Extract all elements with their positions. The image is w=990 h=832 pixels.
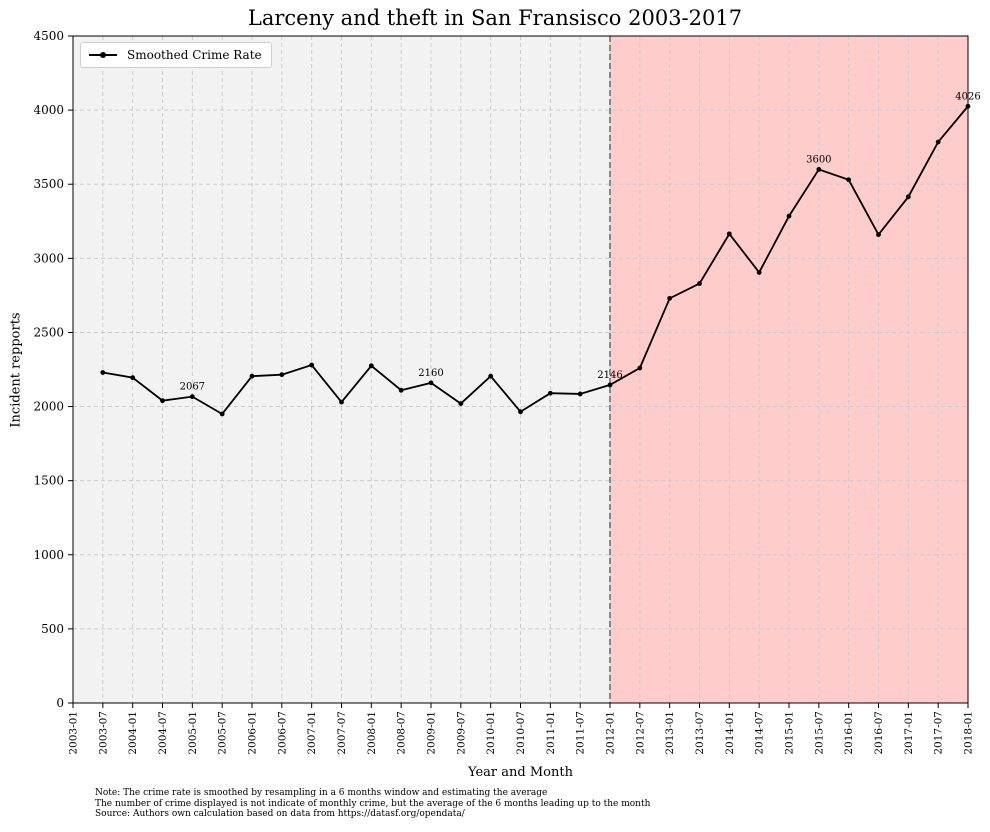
x-tick-label: 2008-07 [396,711,408,755]
y-tick-label: 2500 [33,325,64,339]
data-point [935,139,941,145]
x-tick-label: 2016-01 [843,711,855,755]
x-tick-label: 2018-01 [963,711,975,755]
data-point [160,398,165,404]
x-tick-label: 2003-07 [97,711,109,755]
data-point [756,270,762,275]
data-point [398,387,404,393]
data-point [577,391,583,397]
data-point [876,232,881,238]
data-point [637,365,643,371]
x-tick-label: 2003-01 [68,711,80,755]
y-axis-label: Incident repports [8,312,24,428]
x-tick-label: 2007-07 [336,711,348,755]
x-tick-label: 2011-01 [545,711,557,755]
legend: Smoothed Crime Rate [80,42,272,68]
data-point [428,380,434,386]
y-tick-label: 500 [41,622,64,636]
data-point [130,375,136,381]
y-tick-label: 4500 [33,29,64,43]
note-line: The number of crime displayed is not ind… [95,798,651,809]
x-tick-label: 2009-07 [455,711,467,755]
source-line: Source: Authors own calculation based on… [95,809,465,819]
x-tick-label: 2015-01 [784,711,796,755]
legend-line-marker [89,52,117,58]
x-tick-label: 2006-07 [276,711,288,755]
data-point [607,382,613,388]
y-tick-label: 0 [56,696,64,710]
data-point [339,399,344,405]
x-tick-label: 2005-07 [217,711,229,755]
x-tick-label: 2009-01 [426,711,438,755]
y-tick-label: 1500 [33,474,64,488]
x-tick-label: 2005-01 [187,711,199,755]
data-point [458,401,464,406]
x-tick-label: 2013-07 [694,711,706,755]
y-tick-label: 4000 [33,103,64,117]
x-tick-label: 2008-01 [366,711,378,755]
annotation-label: 2146 [597,370,622,381]
data-point [189,394,195,400]
x-tick-label: 2006-01 [247,711,259,755]
data-point [726,231,732,237]
x-axis-label: Year and Month [468,765,573,780]
data-point [518,409,523,415]
x-tick-label: 2010-01 [485,711,497,755]
x-tick-label: 2010-07 [515,711,527,755]
y-tick-label: 1000 [33,548,64,562]
annotation-label: 3600 [806,154,831,165]
legend-label: Smoothed Crime Rate [127,48,262,62]
y-tick-label: 3000 [33,251,64,265]
x-tick-label: 2011-07 [575,711,587,755]
x-tick-label: 2004-01 [127,711,139,755]
chart-title: Larceny and theft in San Fransisco 2003-… [247,6,743,30]
data-point [219,411,225,417]
x-tick-label: 2017-01 [903,711,915,755]
note-line: Note: The crime rate is smoothed by resa… [95,788,548,798]
y-tick-label: 3500 [33,177,64,191]
data-point [309,362,315,368]
x-tick-label: 2014-01 [724,711,736,755]
x-tick-label: 2014-07 [754,711,766,755]
x-tick-label: 2016-07 [873,711,885,755]
data-point [816,167,822,172]
data-point [846,177,852,183]
data-point [488,373,494,379]
annotation-label: 2160 [418,368,443,379]
data-point [279,372,285,378]
x-tick-label: 2013-01 [664,711,676,755]
data-point [697,281,702,286]
data-point [100,370,106,375]
x-tick-label: 2015-07 [813,711,825,755]
x-tick-label: 2017-07 [933,711,945,755]
x-tick-label: 2004-07 [157,711,169,755]
chart-notes: Note: The crime rate is smoothed by resa… [95,788,650,820]
x-tick-label: 2012-07 [634,711,646,755]
data-point [249,373,255,379]
data-point [786,213,792,219]
series-line [102,105,969,416]
data-point [368,363,374,369]
x-tick-label: 2012-01 [605,711,617,755]
annotation-label: 2067 [180,382,205,393]
data-point [667,295,673,301]
data-point [547,390,553,396]
data-point [905,194,911,200]
x-tick-label: 2007-01 [306,711,318,755]
y-tick-label: 2000 [33,400,64,414]
